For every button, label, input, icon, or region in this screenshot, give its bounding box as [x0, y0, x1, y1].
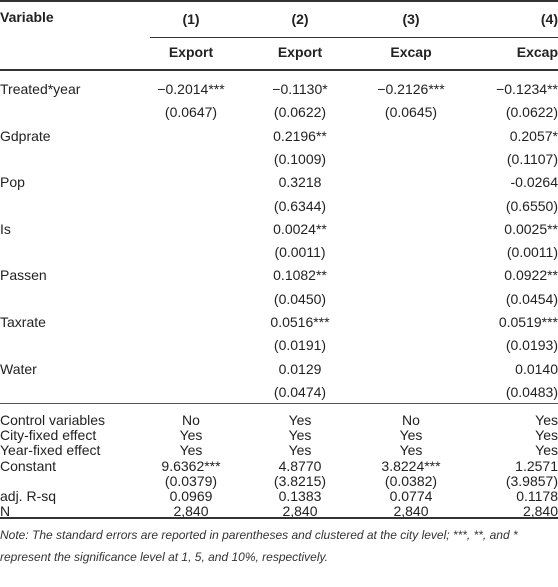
table-cell: 0.1082** — [273, 267, 327, 284]
table-cell: 0.0969 — [169, 488, 213, 504]
table-cell: 2,840 — [282, 503, 318, 520]
table-cell: 0.0129 — [278, 360, 322, 377]
row-label: Water — [0, 360, 37, 377]
table-cell: (0.0450) — [273, 290, 327, 307]
table-cell: (0.0193) — [505, 337, 558, 354]
depvar-4: Excap — [516, 44, 558, 60]
table-cell: 0.2057* — [509, 127, 558, 144]
row-label: Taxrate — [0, 314, 46, 330]
table-cell: (3.9857) — [505, 472, 558, 489]
table-cell: (0.0011) — [274, 244, 326, 261]
table-cell: (0.0474) — [273, 383, 327, 400]
col-number-2: (2) — [291, 11, 309, 27]
table-cell: 0.0922** — [504, 267, 558, 284]
table-cell: (3.8215) — [273, 472, 327, 489]
header-mid-rule — [150, 37, 558, 38]
table-cell: No — [402, 412, 420, 428]
table-cell: 1.2571 — [515, 457, 558, 474]
row-label: N — [0, 503, 11, 520]
row-label: Control variables — [0, 412, 106, 428]
table-cell: (0.0011) — [506, 244, 558, 261]
row-label: Treated*year — [0, 81, 81, 97]
table-cell: (0.0483) — [505, 383, 558, 400]
table-cell: −0.1130* — [272, 81, 328, 97]
depvar-1: Export — [168, 44, 214, 60]
variable-header: Variable — [0, 9, 54, 25]
table-cell: 9.6362*** — [161, 457, 221, 474]
table-cell: (0.0622) — [273, 104, 327, 121]
table-cell: 2,840 — [173, 503, 209, 520]
col-number-4: (4) — [540, 11, 558, 27]
table-cell: 2,840 — [522, 503, 558, 520]
table-cell: −0.2014*** — [157, 81, 225, 97]
table-cell: 0.1383 — [278, 488, 322, 504]
header-bottom-rule — [0, 69, 558, 71]
table-cell: 0.2196** — [273, 127, 327, 144]
row-label: Passen — [0, 267, 47, 284]
top-rule — [0, 0, 558, 2]
table-cell: 3.8224*** — [381, 457, 441, 474]
table-cell: 0.0140 — [515, 360, 558, 377]
table-cell: Yes — [399, 442, 423, 459]
col-number-1: (1) — [182, 11, 200, 27]
table-cell: 0.0024** — [273, 220, 327, 237]
table-cell: (0.6344) — [273, 197, 327, 214]
depvar-2: Export — [277, 44, 323, 60]
table-cell: Yes — [179, 427, 203, 444]
table-cell: Yes — [535, 442, 558, 459]
table-cell: (0.0454) — [505, 290, 558, 307]
table-cell: (0.0622) — [505, 104, 558, 121]
row-label: Year-fixed effect — [0, 442, 101, 459]
col-number-3: (3) — [402, 11, 420, 27]
table-cell: Yes — [535, 412, 558, 428]
table-cell: Yes — [179, 442, 203, 459]
summary-separator-rule — [0, 403, 558, 404]
table-cell: (0.0382) — [384, 472, 438, 489]
row-label: City-fixed effect — [0, 427, 97, 444]
table-cell: No — [182, 412, 200, 428]
bottom-rule — [0, 517, 558, 519]
row-label: Pop — [0, 174, 25, 191]
table-cell: 4.8770 — [278, 457, 322, 474]
table-cell: 0.0774 — [389, 488, 433, 504]
table-cell: −0.1234** — [496, 81, 558, 97]
row-label: Constant — [0, 457, 57, 474]
table-cell: (0.0645) — [384, 104, 438, 121]
table-cell: (0.0379) — [164, 472, 218, 489]
table-cell: 0.3218 — [278, 174, 322, 191]
table-cell: 2,840 — [393, 503, 429, 520]
table-cell: (0.1107) — [506, 150, 558, 167]
table-cell: −0.2126*** — [377, 81, 445, 97]
row-label: adj. R-sq — [0, 488, 57, 504]
table-cell: Yes — [399, 427, 423, 444]
table-cell: -0.0264 — [510, 174, 558, 191]
depvar-3: Excap — [390, 44, 432, 60]
table-cell: Yes — [288, 412, 312, 428]
table-cell: 0.1178 — [516, 488, 558, 504]
row-label: Gdprate — [0, 127, 51, 144]
table-cell: 0.0519*** — [498, 314, 558, 330]
table-cell: 0.0516*** — [270, 314, 330, 330]
table-cell: Yes — [288, 427, 312, 444]
table-cell: (0.6550) — [505, 197, 558, 214]
table-cell: (0.0647) — [164, 104, 218, 121]
table-cell: (0.0191) — [273, 337, 327, 354]
table-cell: Yes — [288, 442, 312, 459]
table-note: Note: The standard errors are reported i… — [0, 528, 518, 564]
table-cell: 0.0025** — [504, 220, 558, 237]
row-label: Is — [0, 220, 11, 237]
table-cell: (0.1009) — [273, 150, 327, 167]
table-cell: Yes — [535, 427, 558, 444]
